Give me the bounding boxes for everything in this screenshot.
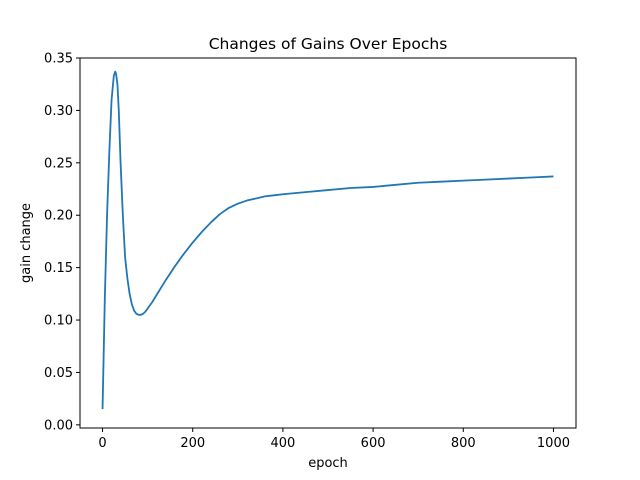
x-tick-label: 600	[361, 436, 386, 451]
x-tick-label: 0	[98, 436, 106, 451]
y-tick-label: 0.25	[44, 156, 73, 171]
y-tick-label: 0.00	[44, 418, 73, 433]
x-tick-label: 400	[270, 436, 295, 451]
y-axis-label: gain change	[19, 203, 34, 283]
y-tick-label: 0.30	[44, 104, 73, 119]
x-tick-label: 200	[180, 436, 205, 451]
series-line	[101, 70, 554, 410]
y-tick-label: 0.15	[44, 261, 73, 276]
y-tick-label: 0.10	[44, 314, 73, 329]
axes-frame	[79, 57, 577, 429]
x-tick-label: 1000	[537, 436, 570, 451]
x-axis-label: epoch	[308, 456, 348, 471]
x-axis: 0 200 400 600 800 1000	[98, 428, 570, 451]
y-axis: 0.00 0.05 0.10 0.15 0.20 0.25 0.30 0.35	[44, 52, 80, 433]
y-tick-label: 0.05	[44, 366, 73, 381]
x-tick-label: 800	[451, 436, 476, 451]
y-tick-label: 0.35	[44, 52, 73, 67]
chart-title: Changes of Gains Over Epochs	[209, 35, 448, 53]
plot-area	[101, 70, 554, 410]
y-tick-label: 0.20	[44, 209, 73, 224]
